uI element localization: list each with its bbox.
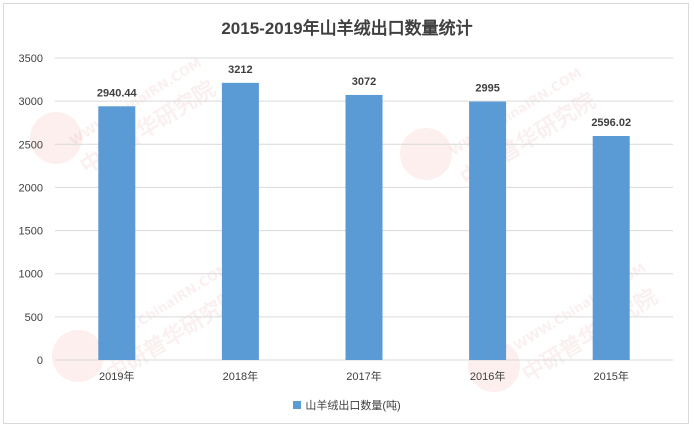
x-tick-label: 2015年 — [593, 369, 628, 383]
y-tick-label: 500 — [25, 312, 43, 324]
legend: 山羊绒出口数量(吨) — [0, 397, 694, 413]
bar — [469, 101, 507, 361]
y-tick-label: 2000 — [19, 182, 43, 194]
data-label: 3072 — [352, 76, 376, 88]
y-tick-label: 0 — [37, 355, 43, 367]
data-label: 3212 — [228, 64, 252, 76]
data-label: 2940.44 — [97, 87, 138, 99]
y-tick-label: 2500 — [19, 139, 43, 151]
bar — [98, 106, 136, 360]
x-tick-label: 2018年 — [223, 369, 258, 383]
x-tick-label: 2019年 — [99, 369, 134, 383]
y-tick-label: 1500 — [19, 226, 43, 238]
x-tick-label: 2016年 — [470, 369, 505, 383]
y-tick-label: 3000 — [19, 96, 43, 108]
data-label: 2596.02 — [591, 117, 631, 129]
data-label: 2995 — [475, 83, 499, 95]
bar — [345, 94, 383, 360]
legend-swatch — [293, 401, 302, 409]
bar — [592, 136, 630, 360]
bar — [221, 82, 259, 361]
x-tick-label: 2017年 — [346, 369, 381, 383]
legend-label: 山羊绒出口数量(吨) — [305, 400, 401, 412]
y-tick-label: 3500 — [19, 53, 43, 65]
y-tick-label: 1000 — [19, 269, 43, 281]
chart-title: 2015-2019年山羊绒出口数量统计 — [221, 19, 473, 38]
